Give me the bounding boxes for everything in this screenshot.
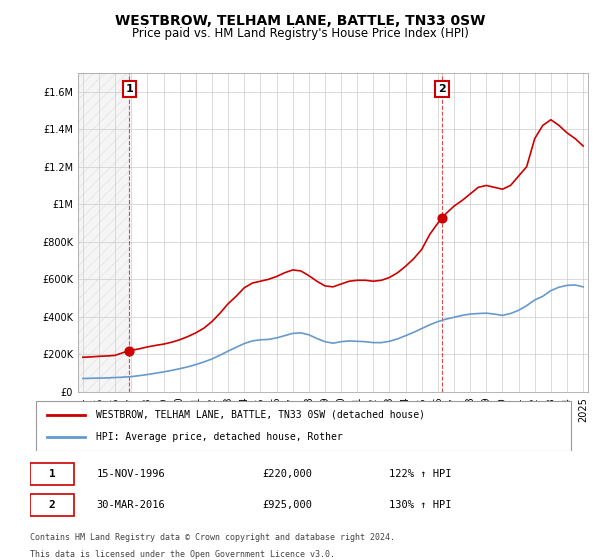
Point <box>437 214 447 223</box>
Text: WESTBROW, TELHAM LANE, BATTLE, TN33 0SW (detached house): WESTBROW, TELHAM LANE, BATTLE, TN33 0SW … <box>96 409 425 419</box>
Text: £925,000: £925,000 <box>262 500 312 510</box>
Text: WESTBROW, TELHAM LANE, BATTLE, TN33 0SW: WESTBROW, TELHAM LANE, BATTLE, TN33 0SW <box>115 14 485 28</box>
Text: 1: 1 <box>49 469 55 479</box>
Text: 15-NOV-1996: 15-NOV-1996 <box>96 469 165 479</box>
Text: HPI: Average price, detached house, Rother: HPI: Average price, detached house, Roth… <box>96 432 343 442</box>
FancyBboxPatch shape <box>35 402 571 451</box>
Text: Price paid vs. HM Land Registry's House Price Index (HPI): Price paid vs. HM Land Registry's House … <box>131 27 469 40</box>
Bar <box>78 73 130 392</box>
Text: 122% ↑ HPI: 122% ↑ HPI <box>389 469 451 479</box>
Text: 2: 2 <box>49 500 55 510</box>
Text: £220,000: £220,000 <box>262 469 312 479</box>
Text: 30-MAR-2016: 30-MAR-2016 <box>96 500 165 510</box>
Text: This data is licensed under the Open Government Licence v3.0.: This data is licensed under the Open Gov… <box>30 550 335 559</box>
Text: 2: 2 <box>438 84 446 94</box>
FancyBboxPatch shape <box>30 493 74 516</box>
Text: Contains HM Land Registry data © Crown copyright and database right 2024.: Contains HM Land Registry data © Crown c… <box>30 533 395 543</box>
Text: 130% ↑ HPI: 130% ↑ HPI <box>389 500 451 510</box>
Text: 1: 1 <box>125 84 133 94</box>
Point <box>125 346 134 355</box>
FancyBboxPatch shape <box>30 463 74 485</box>
